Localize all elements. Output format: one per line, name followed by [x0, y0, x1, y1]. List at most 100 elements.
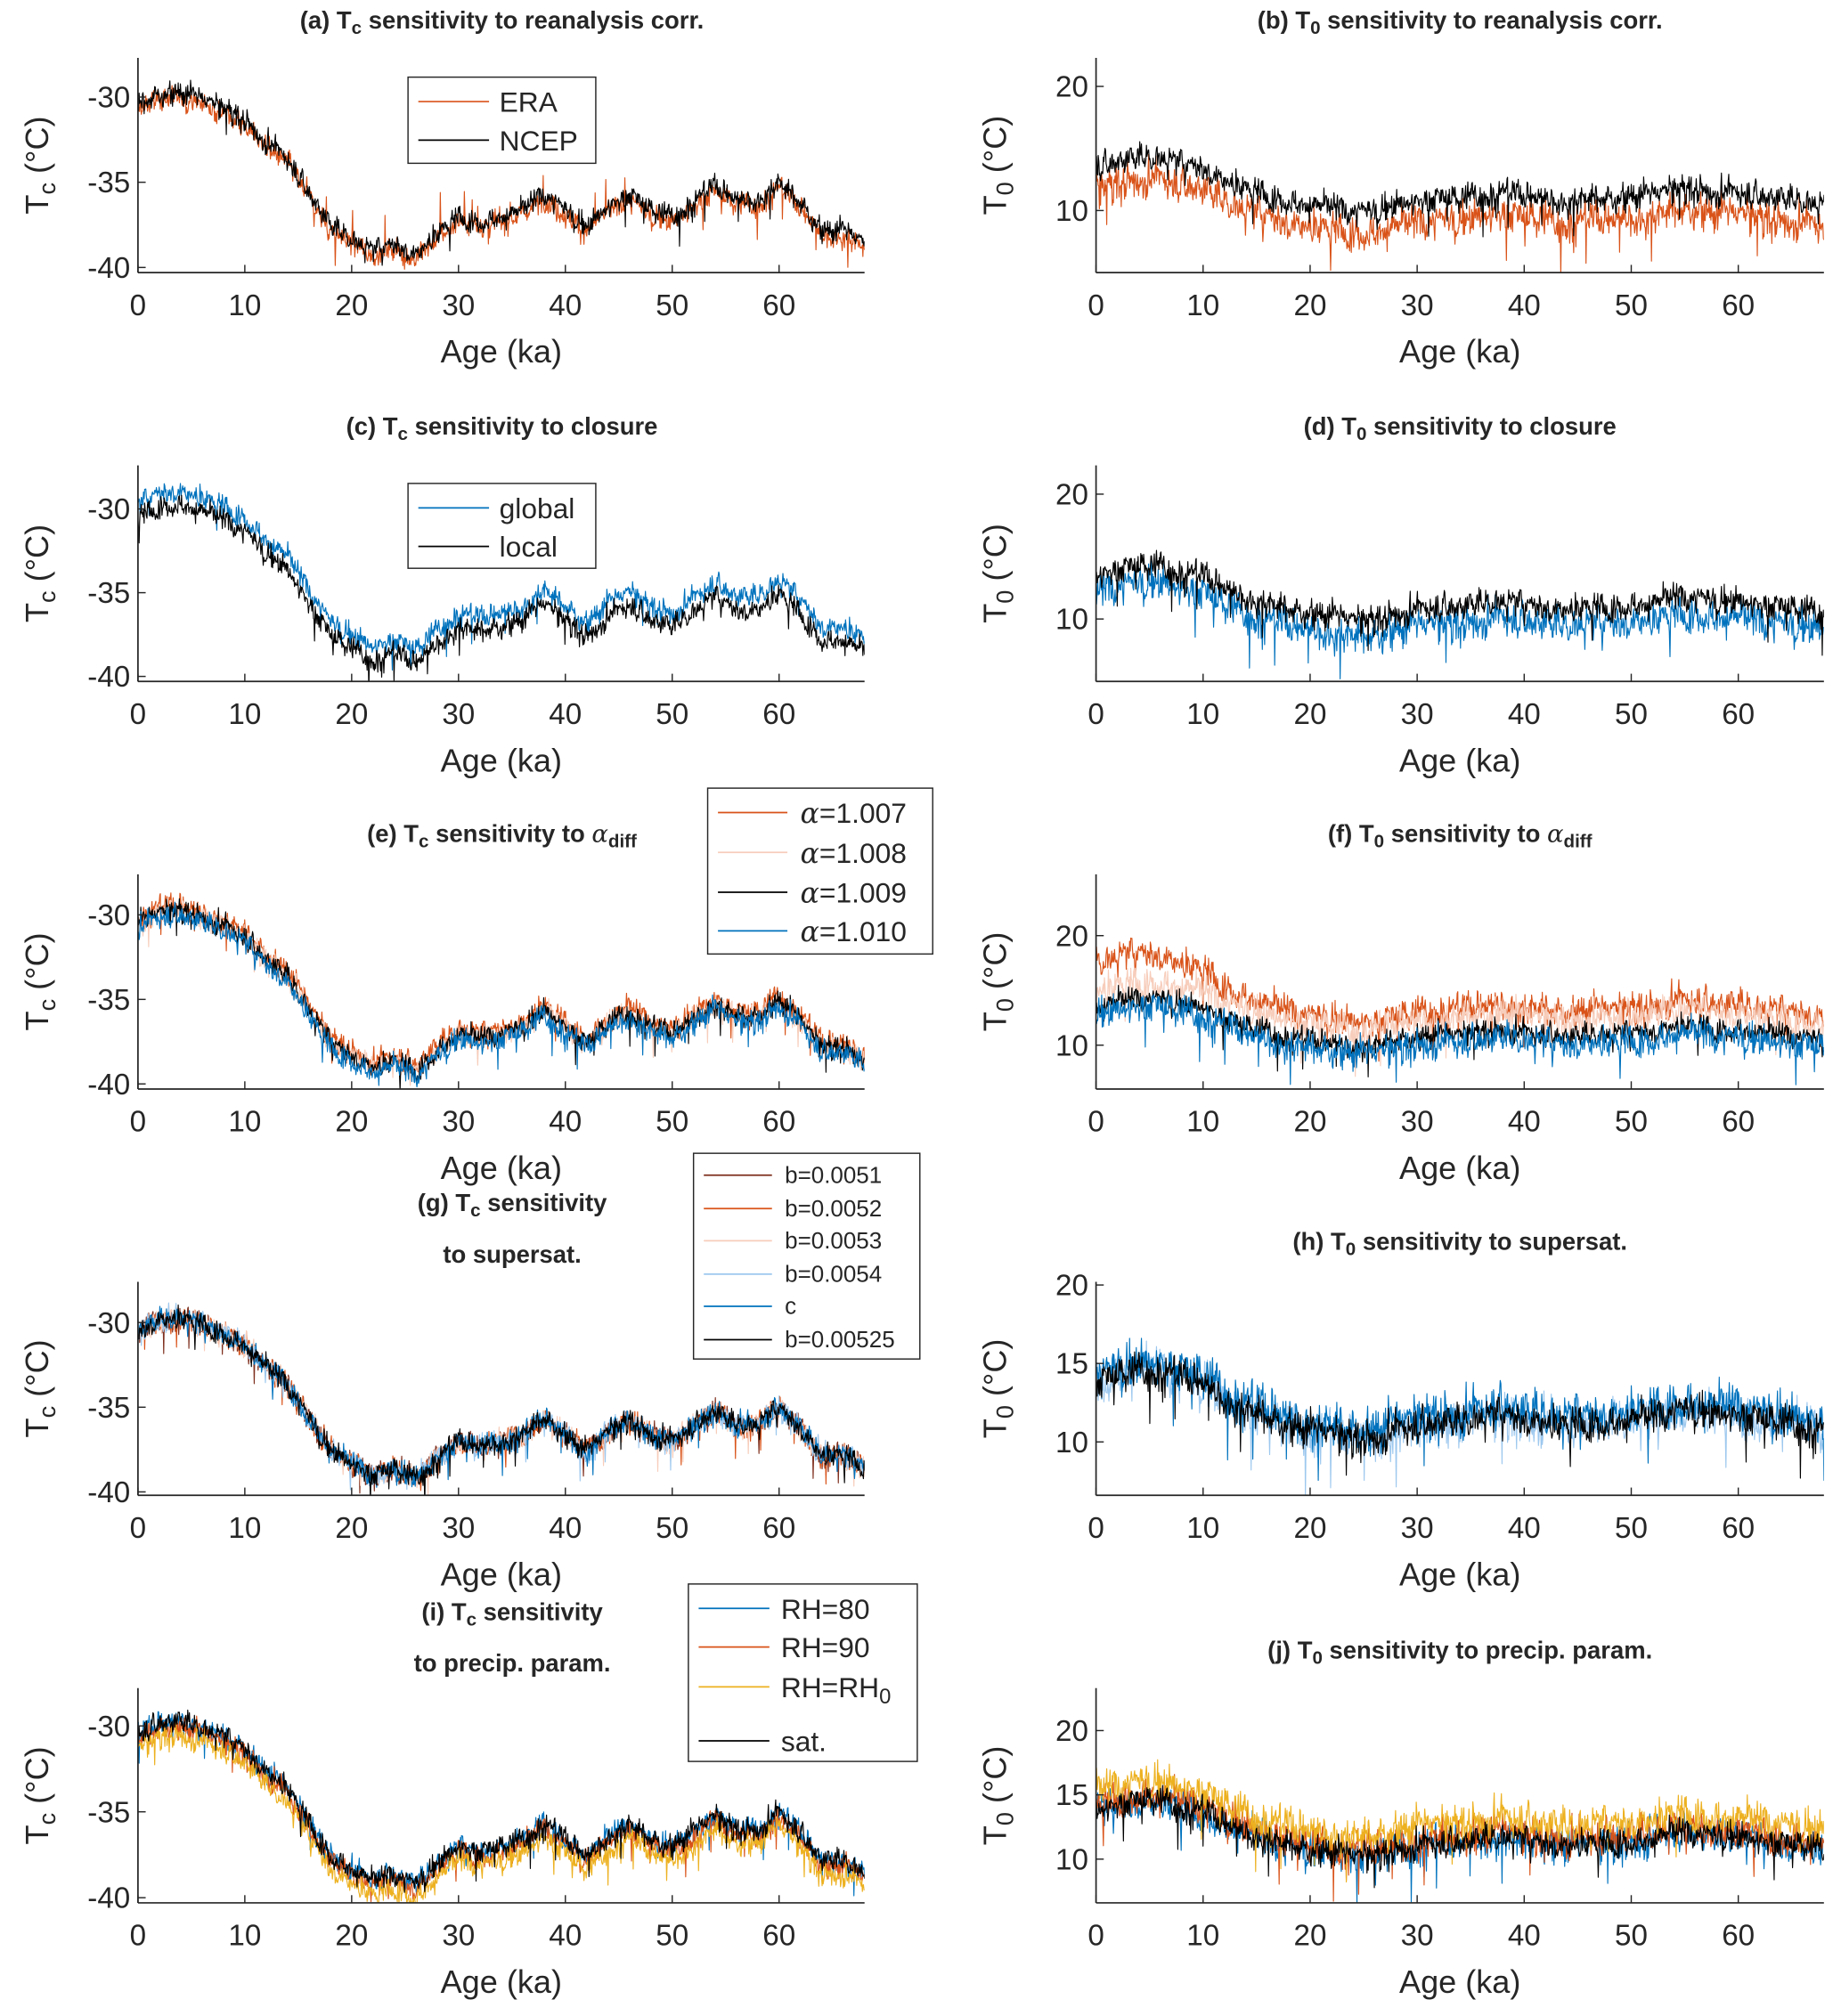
x-tick-label: 40 — [1508, 1920, 1541, 1953]
panel-e: 0 10 20 30 40 50 60 -40 -35 -30 Age (ka) Tc (°C) (e)… — [19, 787, 933, 1186]
legend: b=0.0051 b=0.0052 b=0.0053 b=0.0054 c b=0.005… — [692, 1152, 921, 1360]
x-tick-label: 0 — [1087, 289, 1104, 322]
x-tick-label: 30 — [1401, 1512, 1434, 1545]
y-axis-label-group: Tc (°C) — [19, 932, 61, 1030]
panel-title-segment: sensitivity to closure — [408, 412, 657, 440]
y-axis-label-segment: c — [33, 1813, 61, 1825]
y-axis-label-segment: T — [19, 195, 55, 215]
legend-entry-label-segment: global — [500, 492, 575, 524]
panel-title: (b) T0 sensitivity to reanalysis corr. — [1258, 6, 1663, 38]
panel-c: 0 10 20 30 40 50 60 -40 -35 -30 Age (ka) Tc (°C) (c)… — [19, 412, 865, 778]
y-axis-label-segment: T — [977, 195, 1014, 215]
x-tick-label: 0 — [1087, 1512, 1104, 1545]
x-tick-label: 40 — [549, 1512, 582, 1545]
legend-box — [407, 76, 597, 165]
y-tick-label: 10 — [1055, 195, 1088, 228]
series-line-c-0 — [137, 483, 865, 671]
y-axis-label-segment: T — [977, 1825, 1014, 1845]
panel-title-segment: (c) T — [346, 412, 398, 440]
y-tick-label: 20 — [1055, 920, 1088, 953]
y-tick-label: 15 — [1055, 1779, 1088, 1812]
x-axis-label: Age (ka) — [1399, 742, 1520, 778]
x-tick-label: 10 — [1186, 698, 1219, 731]
legend-entry-label: b=0.00525 — [785, 1326, 894, 1353]
y-axis-label-segment: T — [19, 603, 55, 622]
y-axis-label-segment: 0 — [991, 590, 1019, 604]
panel-title-segment: (i) T — [421, 1597, 467, 1625]
panel-title-segment: 0 — [1374, 832, 1384, 852]
x-axis-label: Age (ka) — [1399, 1556, 1520, 1592]
legend-entry-label-segment: =1.010 — [819, 915, 907, 947]
x-tick-label: 50 — [1615, 289, 1648, 322]
legend-entry-label-segment: b=0.0051 — [785, 1161, 882, 1188]
y-axis-label-segment: T — [19, 1011, 55, 1030]
panel-title: (c) Tc sensitivity to closure — [346, 412, 658, 444]
panel-title-segment: diff — [1564, 832, 1593, 852]
x-tick-label: 30 — [442, 698, 475, 731]
series-line-f-0 — [1096, 937, 1824, 1062]
y-axis-label-segment: (°C) — [977, 524, 1014, 590]
y-axis-label-segment: (°C) — [977, 1746, 1014, 1813]
panel-title-segment: (b) T — [1258, 6, 1311, 34]
series-line-j-1 — [1096, 1774, 1824, 1902]
series-line-f-3 — [1096, 993, 1824, 1085]
series-group — [1096, 1337, 1824, 1496]
panel-title-segment: (a) T — [300, 6, 352, 34]
y-tick-label: 20 — [1055, 71, 1088, 104]
x-tick-label: 10 — [228, 698, 261, 731]
x-tick-label: 20 — [335, 698, 368, 731]
panel-title-segment: 0 — [1312, 1648, 1322, 1669]
legend-entry-label-segment: RH=90 — [781, 1631, 870, 1663]
panel-title-segment: α — [591, 821, 608, 849]
y-tick-label: 15 — [1055, 1348, 1088, 1381]
y-tick-label: 10 — [1055, 604, 1088, 637]
y-axis-label-group: T0 (°C) — [977, 932, 1019, 1032]
legend-entry-label: α=1.007 — [800, 797, 906, 830]
x-tick-label: 40 — [549, 1106, 582, 1139]
panel-title-segment: sensitivity to — [1384, 820, 1547, 848]
panel-title-segment: (j) T — [1267, 1637, 1313, 1664]
y-axis-label: Tc (°C) — [19, 1339, 61, 1437]
series-line-i-3 — [137, 1709, 865, 1893]
x-tick-label: 10 — [1186, 1106, 1219, 1139]
x-tick-label: 0 — [130, 289, 146, 322]
legend-entry-label-segment: α — [800, 798, 819, 830]
y-axis-label-group: Tc (°C) — [19, 116, 61, 214]
x-tick-label: 40 — [549, 698, 582, 731]
legend-entry-label: α=1.010 — [800, 915, 906, 948]
legend-entry-label-segment: b=0.00525 — [785, 1326, 894, 1353]
y-tick-label: -35 — [87, 1392, 130, 1425]
x-tick-label: 40 — [549, 289, 582, 322]
x-tick-label: 0 — [1087, 698, 1104, 731]
x-tick-label: 10 — [1186, 289, 1219, 322]
series-line-e-3 — [137, 901, 865, 1088]
y-tick-label: 10 — [1055, 1029, 1088, 1062]
x-tick-label: 50 — [1615, 698, 1648, 731]
series-line-c-1 — [137, 494, 865, 682]
x-tick-label: 10 — [228, 289, 261, 322]
panel-title: (j) T0 sensitivity to precip. param. — [1267, 1637, 1652, 1669]
panel-title-segment: diff — [608, 832, 637, 852]
panel-title: (f) T0 sensitivity to αdiff — [1328, 820, 1593, 852]
x-tick-label: 10 — [228, 1512, 261, 1545]
x-tick-label: 30 — [442, 1920, 475, 1953]
y-axis-label-segment: (°C) — [19, 1339, 55, 1406]
series-group — [137, 1709, 865, 1903]
y-tick-label: -35 — [87, 577, 130, 610]
series-line-g-5 — [137, 1304, 865, 1496]
x-tick-label: 30 — [442, 289, 475, 322]
x-axis-label: Age (ka) — [1399, 333, 1520, 370]
x-tick-label: 40 — [1508, 698, 1541, 731]
panel-title-segment: sensitivity — [477, 1597, 603, 1625]
legend-entry-label-segment: ERA — [500, 86, 558, 118]
x-tick-label: 50 — [656, 1512, 688, 1545]
panel-title: (h) T0 sensitivity to supersat. — [1292, 1227, 1627, 1259]
y-axis-label-segment: 0 — [991, 1812, 1019, 1825]
x-tick-label: 20 — [335, 1512, 368, 1545]
legend-entry-label: α=1.008 — [800, 837, 906, 870]
series-line-i-2 — [137, 1722, 865, 1903]
y-tick-label: 20 — [1055, 1715, 1088, 1748]
x-tick-label: 0 — [1087, 1920, 1104, 1953]
